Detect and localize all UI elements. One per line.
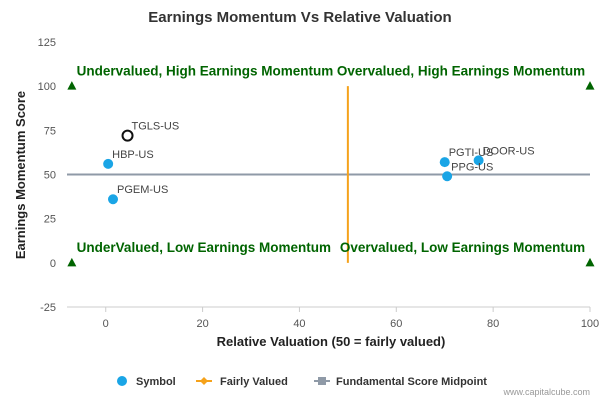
x-tick-label: 20 <box>196 318 208 330</box>
y-tick-label: -25 <box>40 302 56 314</box>
data-point <box>108 194 119 205</box>
y-axis-title: Earnings Momentum Score <box>13 91 28 259</box>
y-tick-label: 25 <box>44 214 56 226</box>
y-tick-label: 100 <box>38 81 56 93</box>
corner-marker <box>585 257 595 267</box>
data-point <box>473 155 484 166</box>
data-point-label: DOOR-US <box>483 145 535 157</box>
legend: Symbol Fairly Valued Fundamental Score Mid… <box>117 376 487 388</box>
chart-title: Earnings Momentum Vs Relative Valuation <box>148 9 451 26</box>
legend-fairly-valued-marker <box>200 377 208 385</box>
legend-symbol-marker <box>117 376 127 386</box>
x-tick-label: 80 <box>487 318 499 330</box>
quadrant-label: Undervalued, High Earnings Momentum <box>77 63 334 78</box>
quadrant-label: Overvalued, High Earnings Momentum <box>337 63 585 78</box>
x-axis-title: Relative Valuation (50 = fairly valued) <box>217 334 446 349</box>
quadrant-label: UnderValued, Low Earnings Momentum <box>77 240 331 255</box>
legend-label: Fairly Valued <box>220 376 288 388</box>
y-tick-label: 125 <box>38 37 56 49</box>
data-point-label: PGTI-US <box>449 147 494 159</box>
credit-text: www.capitalcube.com <box>502 387 590 397</box>
x-tick-label: 60 <box>390 318 402 330</box>
y-tick-label: 75 <box>44 125 56 137</box>
data-point <box>103 158 114 169</box>
data-point-label: PPG-US <box>451 161 493 173</box>
data-point-label: TGLS-US <box>132 121 180 133</box>
corner-marker <box>67 257 77 267</box>
x-tick-label: 40 <box>293 318 305 330</box>
data-point <box>439 157 450 168</box>
quadrant-label: Overvalued, Low Earnings Momentum <box>340 240 585 255</box>
corner-marker <box>67 81 77 90</box>
data-point-label: HBP-US <box>112 149 154 161</box>
corner-marker <box>585 81 595 90</box>
y-tick-label: 0 <box>50 258 56 270</box>
legend-label: Symbol <box>136 376 176 388</box>
data-point <box>442 171 453 182</box>
x-tick-label: 100 <box>581 318 599 330</box>
x-tick-label: 0 <box>103 318 109 330</box>
legend-label: Fundamental Score Midpoint <box>336 376 487 388</box>
data-point <box>121 129 134 142</box>
y-tick-label: 50 <box>44 170 56 182</box>
legend-midpoint-marker <box>318 377 326 385</box>
data-point-label: PGEM-US <box>117 184 168 196</box>
plot-area: -25 0 25 50 75 100 125 0 20 40 60 80 100 Undervalued,… <box>38 37 600 330</box>
